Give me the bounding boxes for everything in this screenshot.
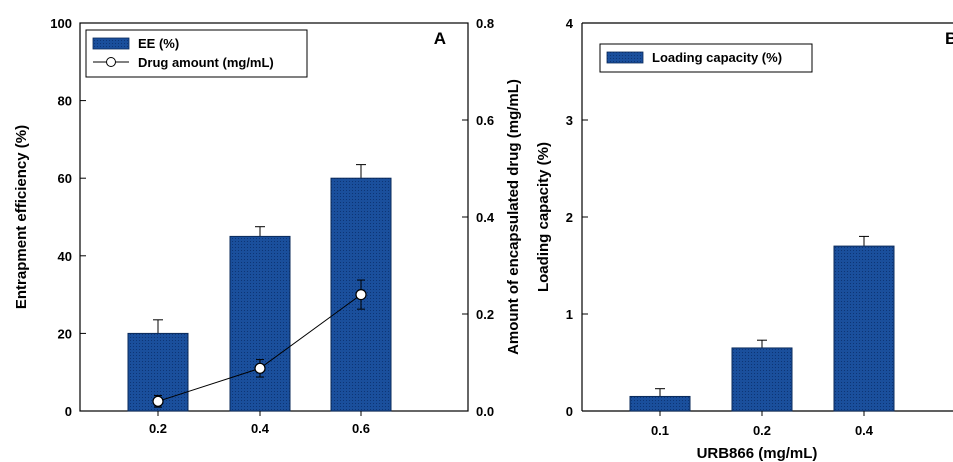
bar: [731, 347, 793, 412]
line-point: [152, 395, 164, 407]
bars-b: [629, 235, 895, 412]
y2-tick-label: 0.8: [476, 16, 494, 31]
x-tick-label: 0.6: [352, 421, 370, 436]
line-point: [355, 289, 367, 301]
panel-b: 0 1 2 3 4 0.1 0.2 0.4 Loading capacity (%) URB…: [535, 16, 953, 462]
y-tick-label: 3: [566, 113, 573, 128]
legend-label-drug-amount: Drug amount (mg/mL): [138, 55, 274, 70]
y-tick-label: 40: [58, 249, 72, 264]
x-axis-label-b: URB866 (mg/mL): [697, 445, 818, 462]
legend-marker-swatch: [106, 57, 116, 67]
panel-a: 0 20 40 60 80 100 0.0 0.2 0.4 0.6 0.8 0.2 0.4 0.6 E…: [13, 16, 522, 436]
x-tick-label: 0.2: [149, 421, 167, 436]
panel-letter-b: B: [945, 29, 953, 48]
y2-tick-label: 0.0: [476, 404, 494, 419]
y-tick-label: 4: [566, 16, 574, 31]
x-tick-label: 0.4: [251, 421, 270, 436]
y-tick-label: 0: [65, 404, 72, 419]
bar: [229, 235, 291, 412]
y-tick-label: 100: [50, 16, 72, 31]
x-tick-label: 0.2: [753, 423, 771, 438]
left-axis-ticks-b: 0 1 2 3 4: [566, 16, 588, 419]
legend-a: EE (%) Drug amount (mg/mL): [85, 29, 308, 78]
y2-tick-label: 0.6: [476, 113, 494, 128]
legend-b: Loading capacity (%): [599, 43, 813, 73]
left-axis-ticks-a: 0 20 40 60 80 100: [50, 16, 86, 419]
y-tick-label: 60: [58, 171, 72, 186]
y-axis-label-b: Loading capacity (%): [535, 142, 552, 292]
y-tick-label: 1: [566, 307, 573, 322]
bar: [833, 245, 895, 412]
legend-label-loading-capacity: Loading capacity (%): [652, 50, 782, 65]
legend-label-ee: EE (%): [138, 36, 179, 51]
line-point: [254, 362, 266, 374]
y-tick-label: 80: [58, 94, 72, 109]
y-tick-label: 0: [566, 404, 573, 419]
x-tick-label: 0.1: [651, 423, 669, 438]
y-axis-label-a: Entrapment efficiency (%): [13, 125, 30, 309]
x-tick-label: 0.4: [855, 423, 874, 438]
x-axis-ticks-a: 0.2 0.4 0.6: [149, 411, 370, 436]
y-tick-label: 20: [58, 326, 72, 341]
line-series-a: [152, 279, 367, 408]
y2-tick-label: 0.4: [476, 210, 495, 225]
legend-bar-swatch: [92, 37, 130, 50]
legend-bar-swatch-b: [606, 51, 644, 64]
panel-letter-a: A: [434, 29, 446, 48]
right-axis-ticks-a: 0.0 0.2 0.4 0.6 0.8: [462, 16, 495, 419]
y-tick-label: 2: [566, 210, 573, 225]
x-axis-ticks-b: 0.1 0.2 0.4: [651, 411, 874, 438]
y2-tick-label: 0.2: [476, 307, 494, 322]
y2-axis-label-a: Amount of encapsulated drug (mg/mL): [505, 79, 522, 355]
bar: [629, 395, 691, 412]
